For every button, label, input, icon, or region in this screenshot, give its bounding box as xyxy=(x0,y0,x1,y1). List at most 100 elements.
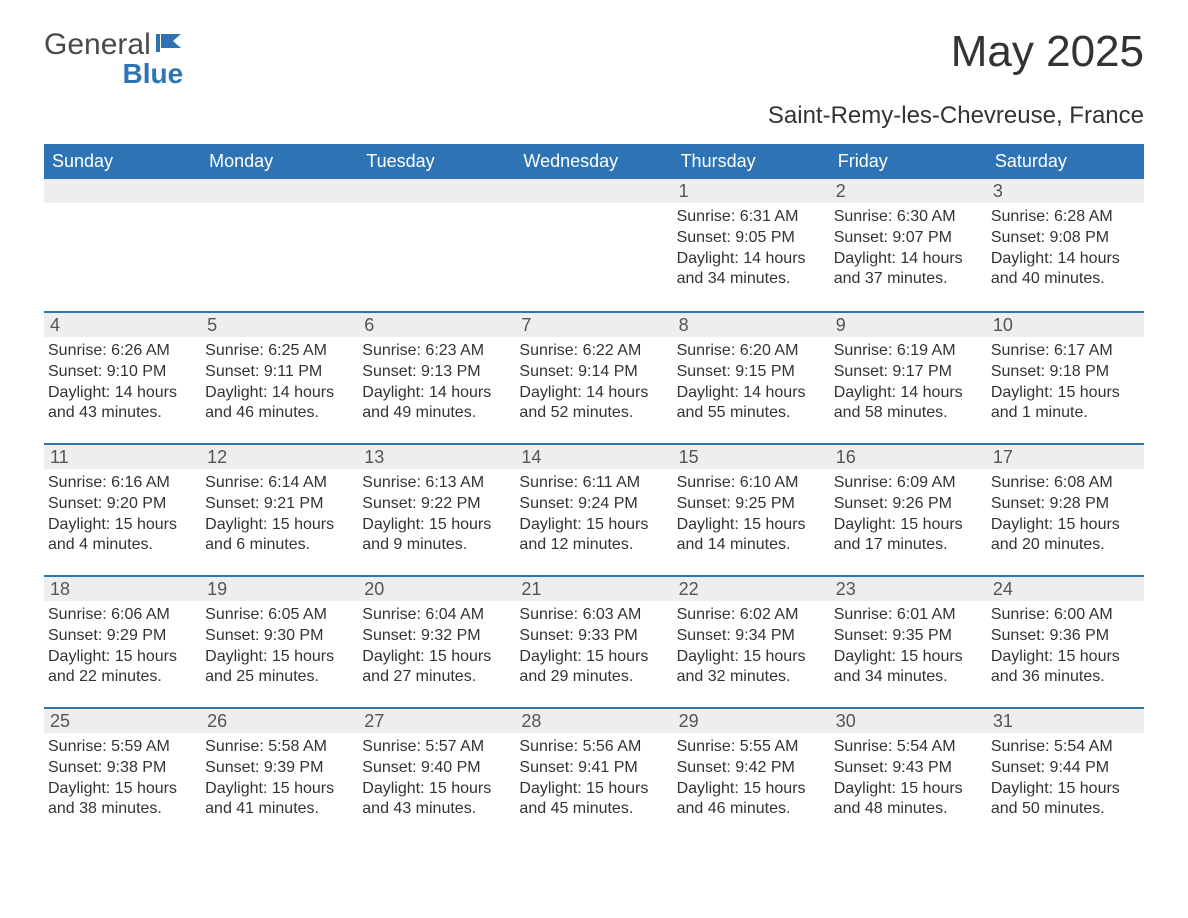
calendar-day: 13Sunrise: 6:13 AMSunset: 9:22 PMDayligh… xyxy=(358,443,515,575)
day-body: Sunrise: 6:13 AMSunset: 9:22 PMDaylight:… xyxy=(358,469,515,560)
calendar-week: 4Sunrise: 6:26 AMSunset: 9:10 PMDaylight… xyxy=(44,311,1144,443)
sunrise-line: Sunrise: 6:23 AM xyxy=(362,341,511,362)
daylight-line: Daylight: 15 hours and 25 minutes. xyxy=(205,647,354,689)
sunrise-line: Sunrise: 6:08 AM xyxy=(991,473,1140,494)
sunrise-line: Sunrise: 6:26 AM xyxy=(48,341,197,362)
day-body: Sunrise: 6:14 AMSunset: 9:21 PMDaylight:… xyxy=(201,469,358,560)
sunset-line: Sunset: 9:21 PM xyxy=(205,494,354,515)
sunrise-line: Sunrise: 6:05 AM xyxy=(205,605,354,626)
calendar-day: 5Sunrise: 6:25 AMSunset: 9:11 PMDaylight… xyxy=(201,311,358,443)
calendar-day: 6Sunrise: 6:23 AMSunset: 9:13 PMDaylight… xyxy=(358,311,515,443)
sunrise-line: Sunrise: 6:03 AM xyxy=(519,605,668,626)
sunrise-line: Sunrise: 6:22 AM xyxy=(519,341,668,362)
day-number: 2 xyxy=(830,179,987,203)
sunset-line: Sunset: 9:05 PM xyxy=(677,228,826,249)
calendar-week: 1 Sunrise: 6:31 AMSunset: 9:05 PM Daylight… xyxy=(44,179,1144,311)
daylight-line: Daylight: 15 hours and 4 minutes. xyxy=(48,515,197,557)
sunset-line: Sunset: 9:17 PM xyxy=(834,362,983,383)
day-body: Sunrise: 5:54 AMSunset: 9:44 PMDaylight:… xyxy=(987,733,1144,824)
day-body: Sunrise: 6:23 AMSunset: 9:13 PMDaylight:… xyxy=(358,337,515,428)
day-number: 3 xyxy=(987,179,1144,203)
day-number: 17 xyxy=(987,445,1144,469)
day-number: 21 xyxy=(515,577,672,601)
dow-cell: Thursday xyxy=(673,144,830,179)
day-body xyxy=(358,203,515,283)
calendar-day: 28Sunrise: 5:56 AMSunset: 9:41 PMDayligh… xyxy=(515,707,672,839)
day-body: Sunrise: 6:04 AMSunset: 9:32 PMDaylight:… xyxy=(358,601,515,692)
day-body: Sunrise: 5:59 AMSunset: 9:38 PMDaylight:… xyxy=(44,733,201,824)
calendar-day: 19Sunrise: 6:05 AMSunset: 9:30 PMDayligh… xyxy=(201,575,358,707)
sunset-line: Sunset: 9:44 PM xyxy=(991,758,1140,779)
day-number: 13 xyxy=(358,445,515,469)
daylight-line: Daylight: 15 hours and 12 minutes. xyxy=(519,515,668,557)
daylight-line: Daylight: 15 hours and 6 minutes. xyxy=(205,515,354,557)
sunrise-line: Sunrise: 6:17 AM xyxy=(991,341,1140,362)
day-number: 30 xyxy=(830,709,987,733)
day-body xyxy=(515,203,672,283)
calendar-day: 21Sunrise: 6:03 AMSunset: 9:33 PMDayligh… xyxy=(515,575,672,707)
day-body: Sunrise: 6:01 AMSunset: 9:35 PMDaylight:… xyxy=(830,601,987,692)
calendar-day xyxy=(44,179,201,311)
calendar-day: 18Sunrise: 6:06 AMSunset: 9:29 PMDayligh… xyxy=(44,575,201,707)
sunset-line: Sunset: 9:42 PM xyxy=(677,758,826,779)
sunset-line: Sunset: 9:13 PM xyxy=(362,362,511,383)
sunrise-line: Sunrise: 5:55 AM xyxy=(677,737,826,758)
calendar-day: 14Sunrise: 6:11 AMSunset: 9:24 PMDayligh… xyxy=(515,443,672,575)
sunset-line: Sunset: 9:15 PM xyxy=(677,362,826,383)
day-number: 25 xyxy=(44,709,201,733)
sunset-line: Sunset: 9:18 PM xyxy=(991,362,1140,383)
day-number: 20 xyxy=(358,577,515,601)
sunset-line: Sunset: 9:33 PM xyxy=(519,626,668,647)
daylight-line: Daylight: 15 hours and 14 minutes. xyxy=(677,515,826,557)
daylight-line: Daylight: 15 hours and 32 minutes. xyxy=(677,647,826,689)
day-number: 23 xyxy=(830,577,987,601)
sunset-line: Sunset: 9:39 PM xyxy=(205,758,354,779)
brand-logo: General Blue xyxy=(44,30,183,90)
calendar-day: 7Sunrise: 6:22 AMSunset: 9:14 PMDaylight… xyxy=(515,311,672,443)
brand-first: General xyxy=(44,28,151,61)
calendar-week: 11Sunrise: 6:16 AMSunset: 9:20 PMDayligh… xyxy=(44,443,1144,575)
day-number: 7 xyxy=(515,313,672,337)
sunrise-line: Sunrise: 5:54 AM xyxy=(991,737,1140,758)
day-number: 24 xyxy=(987,577,1144,601)
calendar-day: 9Sunrise: 6:19 AMSunset: 9:17 PMDaylight… xyxy=(830,311,987,443)
daylight-line: Daylight: 14 hours and 49 minutes. xyxy=(362,383,511,425)
sunset-line: Sunset: 9:32 PM xyxy=(362,626,511,647)
sunset-line: Sunset: 9:10 PM xyxy=(48,362,197,383)
calendar-day: 16Sunrise: 6:09 AMSunset: 9:26 PMDayligh… xyxy=(830,443,987,575)
sunrise-line: Sunrise: 6:25 AM xyxy=(205,341,354,362)
daylight-line: Daylight: 15 hours and 27 minutes. xyxy=(362,647,511,689)
sunrise-line: Sunrise: 6:01 AM xyxy=(834,605,983,626)
day-body: Sunrise: 6:02 AMSunset: 9:34 PMDaylight:… xyxy=(673,601,830,692)
daylight-line: Daylight: 14 hours and 37 minutes. xyxy=(834,249,983,291)
sunrise-line: Sunrise: 6:31 AM xyxy=(677,207,826,228)
sunrise-line: Sunrise: 6:10 AM xyxy=(677,473,826,494)
calendar-day: 2Sunrise: 6:30 AMSunset: 9:07 PMDaylight… xyxy=(830,179,987,311)
calendar-day: 20Sunrise: 6:04 AMSunset: 9:32 PMDayligh… xyxy=(358,575,515,707)
day-body xyxy=(201,203,358,283)
sunset-line: Sunset: 9:14 PM xyxy=(519,362,668,383)
daylight-line: Daylight: 15 hours and 43 minutes. xyxy=(362,779,511,821)
day-number: 19 xyxy=(201,577,358,601)
sunset-line: Sunset: 9:29 PM xyxy=(48,626,197,647)
day-number xyxy=(201,179,358,203)
day-number: 12 xyxy=(201,445,358,469)
sunrise-line: Sunrise: 5:58 AM xyxy=(205,737,354,758)
day-number xyxy=(515,179,672,203)
sunrise-line: Sunrise: 6:28 AM xyxy=(991,207,1140,228)
flag-icon xyxy=(155,32,183,54)
calendar-day: 24Sunrise: 6:00 AMSunset: 9:36 PMDayligh… xyxy=(987,575,1144,707)
sunset-line: Sunset: 9:11 PM xyxy=(205,362,354,383)
day-number: 16 xyxy=(830,445,987,469)
day-number: 10 xyxy=(987,313,1144,337)
dow-cell: Monday xyxy=(201,144,358,179)
calendar-table: SundayMondayTuesdayWednesdayThursdayFrid… xyxy=(44,144,1144,839)
dow-cell: Sunday xyxy=(44,144,201,179)
day-number: 1 xyxy=(673,179,830,203)
daylight-line: Daylight: 15 hours and 22 minutes. xyxy=(48,647,197,689)
calendar-day: 26Sunrise: 5:58 AMSunset: 9:39 PMDayligh… xyxy=(201,707,358,839)
daylight-line: Daylight: 15 hours and 9 minutes. xyxy=(362,515,511,557)
daylight-line: Daylight: 14 hours and 43 minutes. xyxy=(48,383,197,425)
day-number: 8 xyxy=(673,313,830,337)
calendar-week: 25Sunrise: 5:59 AMSunset: 9:38 PMDayligh… xyxy=(44,707,1144,839)
